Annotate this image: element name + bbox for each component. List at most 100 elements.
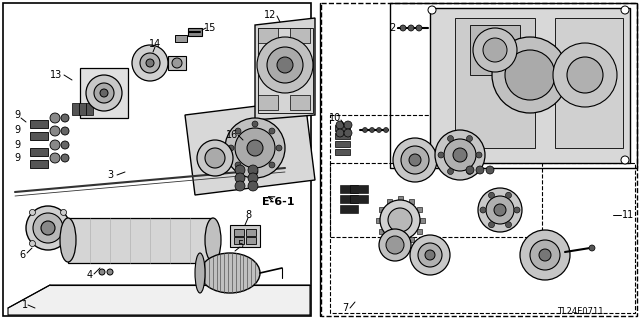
Polygon shape: [350, 195, 368, 203]
Ellipse shape: [344, 121, 352, 129]
Bar: [246, 237, 256, 244]
Ellipse shape: [428, 6, 436, 14]
Bar: [455, 18, 535, 148]
Ellipse shape: [447, 168, 454, 174]
Bar: [86, 103, 93, 115]
Text: 6: 6: [19, 250, 25, 260]
Ellipse shape: [530, 240, 560, 270]
Ellipse shape: [400, 25, 406, 31]
Ellipse shape: [50, 126, 60, 136]
Bar: [398, 240, 403, 245]
Ellipse shape: [235, 128, 241, 134]
Ellipse shape: [567, 57, 603, 93]
Ellipse shape: [195, 253, 205, 293]
Ellipse shape: [252, 169, 258, 175]
Ellipse shape: [205, 218, 221, 262]
Bar: [335, 141, 350, 147]
Bar: [258, 28, 278, 43]
Ellipse shape: [94, 83, 114, 103]
Ellipse shape: [269, 162, 275, 168]
Bar: [230, 225, 260, 247]
Ellipse shape: [235, 128, 275, 168]
Bar: [30, 148, 48, 156]
Polygon shape: [8, 285, 310, 315]
Ellipse shape: [247, 140, 263, 156]
Text: 5: 5: [237, 240, 243, 250]
Bar: [335, 149, 350, 155]
Ellipse shape: [480, 207, 486, 213]
Bar: [168, 56, 186, 70]
Text: 15: 15: [204, 23, 216, 33]
Bar: [290, 28, 310, 43]
Ellipse shape: [467, 168, 472, 174]
Ellipse shape: [476, 166, 484, 174]
Ellipse shape: [409, 154, 421, 166]
Ellipse shape: [29, 241, 35, 247]
Ellipse shape: [276, 145, 282, 151]
Ellipse shape: [336, 121, 344, 129]
Ellipse shape: [235, 181, 245, 191]
Ellipse shape: [228, 145, 234, 151]
Text: 9: 9: [14, 125, 20, 135]
Polygon shape: [350, 185, 368, 193]
Ellipse shape: [488, 222, 495, 228]
Ellipse shape: [401, 146, 429, 174]
Ellipse shape: [435, 130, 485, 180]
Ellipse shape: [506, 192, 511, 198]
Ellipse shape: [476, 152, 482, 158]
Bar: [387, 199, 392, 204]
Ellipse shape: [447, 136, 454, 142]
Ellipse shape: [505, 50, 555, 100]
Ellipse shape: [376, 128, 381, 132]
Ellipse shape: [146, 59, 154, 67]
Ellipse shape: [172, 58, 182, 68]
Bar: [409, 199, 414, 204]
Ellipse shape: [410, 235, 450, 275]
Ellipse shape: [418, 243, 442, 267]
Ellipse shape: [553, 43, 617, 107]
Bar: [470, 25, 520, 75]
Ellipse shape: [473, 28, 517, 72]
Text: 7: 7: [342, 303, 348, 313]
Ellipse shape: [61, 210, 67, 215]
Bar: [417, 229, 422, 234]
Ellipse shape: [248, 173, 258, 183]
Ellipse shape: [61, 154, 69, 162]
Ellipse shape: [408, 25, 414, 31]
Bar: [390, 3, 637, 168]
Bar: [234, 237, 244, 244]
Ellipse shape: [494, 204, 506, 216]
Ellipse shape: [86, 75, 122, 111]
Ellipse shape: [466, 166, 474, 174]
Bar: [30, 132, 48, 140]
Bar: [175, 35, 187, 42]
Ellipse shape: [29, 210, 35, 215]
Ellipse shape: [50, 153, 60, 163]
Ellipse shape: [380, 200, 420, 240]
Text: 8: 8: [245, 210, 251, 220]
Ellipse shape: [393, 138, 437, 182]
Ellipse shape: [336, 129, 344, 137]
Bar: [387, 237, 392, 242]
Bar: [246, 229, 256, 236]
Ellipse shape: [514, 207, 520, 213]
Text: E-6-1: E-6-1: [262, 197, 294, 207]
Ellipse shape: [362, 128, 367, 132]
Ellipse shape: [277, 57, 293, 73]
Ellipse shape: [416, 25, 422, 31]
Bar: [68, 218, 213, 263]
Ellipse shape: [252, 121, 258, 127]
Ellipse shape: [478, 188, 522, 232]
Bar: [379, 207, 384, 212]
Ellipse shape: [61, 127, 69, 135]
Bar: [430, 8, 630, 163]
Bar: [335, 133, 350, 139]
Ellipse shape: [379, 229, 411, 261]
Ellipse shape: [61, 114, 69, 122]
Bar: [420, 218, 425, 223]
Bar: [290, 95, 310, 110]
Ellipse shape: [50, 113, 60, 123]
Text: 2: 2: [388, 23, 395, 33]
Ellipse shape: [235, 162, 241, 168]
Text: 4: 4: [87, 270, 93, 280]
